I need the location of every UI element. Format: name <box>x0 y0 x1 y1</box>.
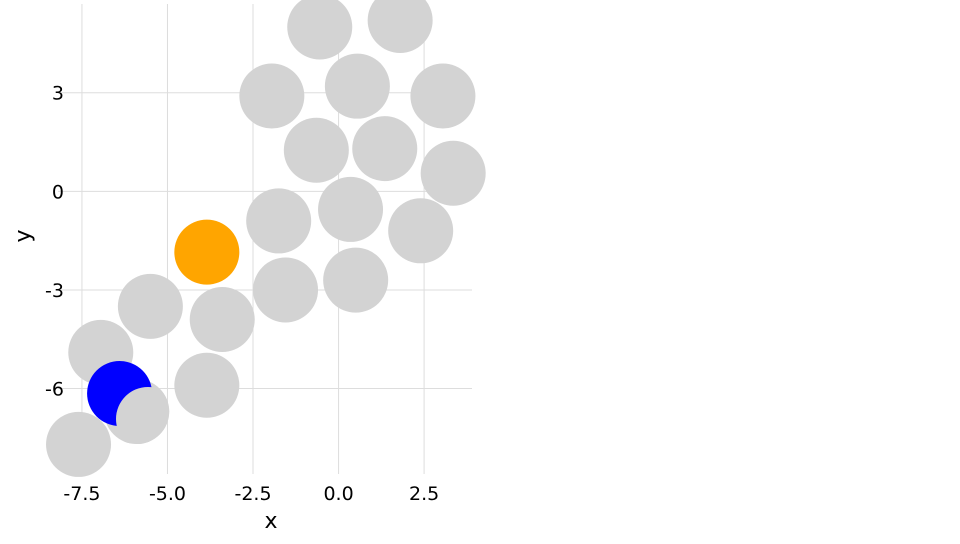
data-point <box>323 247 389 313</box>
x-tick-label: -2.5 <box>234 483 271 505</box>
data-point <box>287 0 353 60</box>
data-point <box>174 352 240 418</box>
x-axis-label: x <box>264 509 277 534</box>
data-point <box>117 273 183 339</box>
data-point <box>239 63 305 129</box>
y-tick-label: -6 <box>45 379 64 401</box>
y-tick-label: 0 <box>52 181 64 203</box>
x-tick-label: -5.0 <box>149 483 186 505</box>
data-point <box>352 116 418 182</box>
data-point <box>253 257 319 323</box>
y-tick-label: -3 <box>45 280 64 302</box>
data-point <box>410 63 476 129</box>
x-tick-label: 2.5 <box>409 483 439 505</box>
axis-ticks: -7.5 -5.0 -2.5 0.0 2.5 3 0 -3 -6 <box>45 83 439 505</box>
data-point <box>318 176 384 242</box>
x-tick-label: -7.5 <box>63 483 100 505</box>
data-point <box>324 53 390 119</box>
data-point <box>189 287 255 353</box>
data-point <box>46 411 112 477</box>
data-point <box>283 117 349 183</box>
y-axis-label: y <box>11 229 36 242</box>
y-tick-label: 3 <box>52 83 64 105</box>
data-point <box>388 198 454 264</box>
data-point <box>174 219 240 285</box>
data-point <box>420 140 486 206</box>
x-tick-label: 0.0 <box>323 483 353 505</box>
data-point <box>246 188 312 254</box>
data-points <box>46 0 486 477</box>
data-point <box>367 0 433 53</box>
